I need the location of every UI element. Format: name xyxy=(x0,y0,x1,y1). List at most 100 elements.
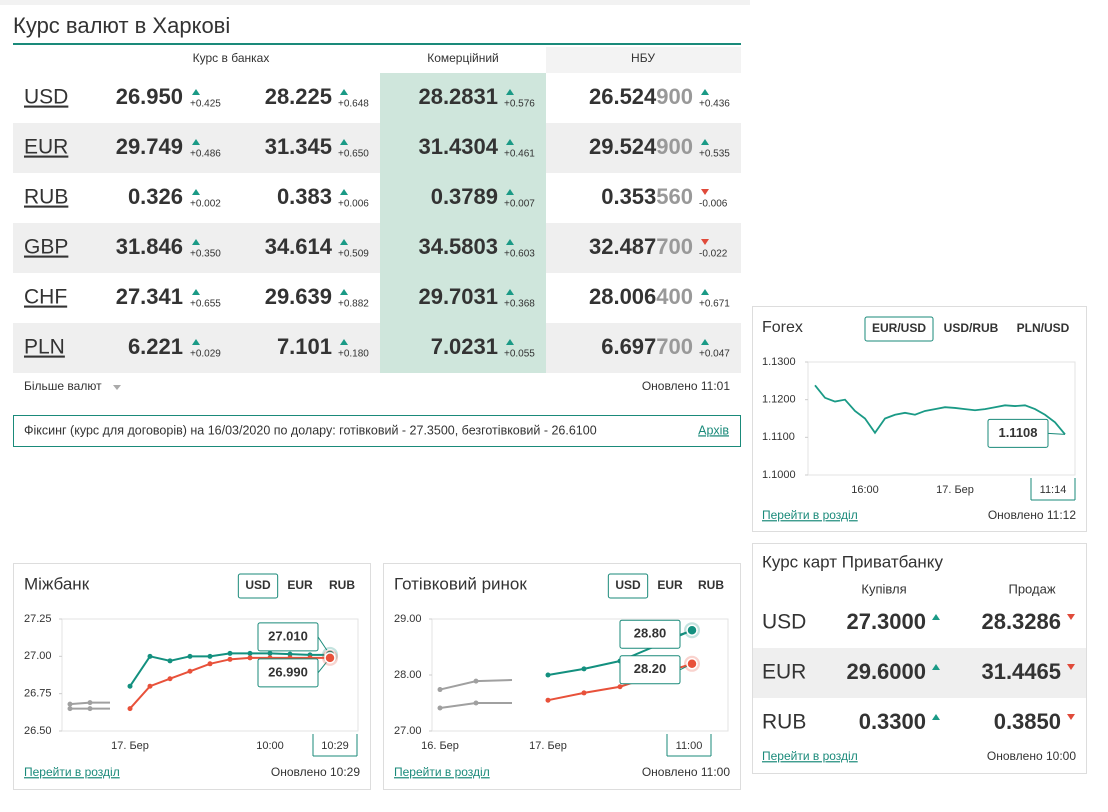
rate-change: +0.368 xyxy=(504,299,535,310)
tab-active-box xyxy=(607,573,649,599)
value-label: 26.990 xyxy=(268,664,308,679)
x-tick-label: 16:00 xyxy=(851,484,879,496)
rate-change: +0.882 xyxy=(338,299,369,310)
change-arrow xyxy=(701,89,709,95)
section-link[interactable]: Перейти в розділ xyxy=(762,508,858,522)
rate-change: +0.047 xyxy=(699,349,730,360)
forex-panel xyxy=(752,306,1087,532)
panel-title: Готівковий ринок xyxy=(394,574,527,593)
trend-arrow xyxy=(932,714,940,720)
column-header: НБУ xyxy=(631,51,655,65)
row-bg xyxy=(13,323,741,373)
currency-code[interactable]: RUB xyxy=(24,186,68,209)
section-link[interactable]: Перейти в розділ xyxy=(394,765,490,779)
currency-code[interactable]: USD xyxy=(24,86,68,109)
y-tick-label: 26.75 xyxy=(24,688,52,700)
section-link[interactable]: Перейти в розділ xyxy=(762,749,858,763)
tab[interactable]: PLN/USD xyxy=(1017,321,1070,335)
rate-value: 7.101 xyxy=(277,334,332,359)
more-currencies[interactable]: Більше валют xyxy=(24,379,102,393)
data-point xyxy=(287,651,293,657)
tab[interactable]: EUR xyxy=(657,578,683,592)
row-bg xyxy=(753,648,1086,698)
x-tick-label: 17. Бер xyxy=(529,740,567,752)
last-point xyxy=(686,624,698,636)
nbu-rate-extra: 900 xyxy=(656,84,693,109)
tab-active-box xyxy=(237,573,279,599)
trend-arrow xyxy=(932,664,940,670)
rate-value: 28.2831 xyxy=(418,84,498,109)
fixing-text: Фіксинг (курс для договорів) на 16/03/20… xyxy=(24,423,597,437)
x-tick-label: 17. Бер xyxy=(111,740,149,752)
rate-change: -0.006 xyxy=(699,199,728,210)
row-bg xyxy=(13,223,741,273)
value-label-box xyxy=(987,418,1049,448)
column-header: Купівля xyxy=(861,581,906,596)
value-label-box xyxy=(257,622,319,652)
fixing-box xyxy=(13,415,741,447)
value-label: 27.010 xyxy=(268,628,308,643)
nbu-rate: 28.006400 xyxy=(589,284,693,309)
rate-value: 34.5803 xyxy=(418,234,498,259)
currency-code[interactable]: PLN xyxy=(24,336,65,359)
tab[interactable]: USD/RUB xyxy=(944,321,999,335)
nbu-rate-main: 26.524 xyxy=(589,84,657,109)
tab[interactable]: RUB xyxy=(329,578,355,592)
nbu-rate-extra: 560 xyxy=(656,184,693,209)
currency-code[interactable]: EUR xyxy=(24,136,68,159)
nbu-rate-main: 32.487 xyxy=(589,234,656,259)
change-arrow xyxy=(506,289,514,295)
rate-value: 26.950 xyxy=(116,84,183,109)
panel-title: Міжбанк xyxy=(24,574,90,593)
archive-link[interactable]: Архів xyxy=(698,423,729,437)
rate-value: 0.326 xyxy=(128,184,183,209)
tab[interactable]: EUR/USD xyxy=(872,321,926,335)
y-tick-label: 29.00 xyxy=(394,613,422,625)
current-time: 11:14 xyxy=(1040,484,1067,496)
y-tick-label: 26.50 xyxy=(24,725,52,737)
tab[interactable]: RUB xyxy=(698,578,724,592)
series-line xyxy=(814,384,1066,435)
tab[interactable]: USD xyxy=(615,578,641,592)
change-arrow xyxy=(340,89,348,95)
section-link[interactable]: Перейти в розділ xyxy=(24,765,120,779)
rate-change: +0.603 xyxy=(504,249,535,260)
value-label-box xyxy=(257,658,319,688)
data-point xyxy=(127,706,133,712)
data-point xyxy=(581,690,587,696)
y-tick-label: 28.00 xyxy=(394,669,422,681)
currency-code[interactable]: CHF xyxy=(24,286,67,309)
nbu-rate: 0.353560 xyxy=(601,184,693,209)
card-rate: 31.4465 xyxy=(981,659,1061,684)
data-point xyxy=(581,666,587,672)
rate-change: +0.350 xyxy=(190,249,221,260)
data-point xyxy=(187,668,193,674)
rate-value: 29.749 xyxy=(116,134,183,159)
change-arrow xyxy=(192,339,200,345)
panel-updated: Оновлено 10:29 xyxy=(271,765,360,779)
nbu-rate: 6.697700 xyxy=(601,334,693,359)
commercial-bg xyxy=(380,73,546,373)
change-arrow xyxy=(340,139,348,145)
rate-change: +0.002 xyxy=(190,199,221,210)
nbu-rate-main: 6.697 xyxy=(601,334,656,359)
currency-code[interactable]: GBP xyxy=(24,236,68,259)
rate-value: 27.341 xyxy=(116,284,183,309)
data-point xyxy=(545,672,551,678)
card-rate: 27.3000 xyxy=(846,609,926,634)
tab[interactable]: EUR xyxy=(287,578,313,592)
change-arrow xyxy=(506,139,514,145)
nbu-rate-extra: 700 xyxy=(656,234,693,259)
tab[interactable]: USD xyxy=(245,578,271,592)
rates-updated: Оновлено 11:01 xyxy=(642,379,731,393)
change-arrow xyxy=(340,189,348,195)
data-point xyxy=(127,683,133,689)
card-rate: 28.3286 xyxy=(981,609,1061,634)
rate-value: 31.345 xyxy=(265,134,332,159)
privat-panel xyxy=(752,543,1087,774)
label-connector xyxy=(1047,432,1066,435)
data-point xyxy=(437,705,443,711)
rate-change: +0.576 xyxy=(504,99,535,110)
nbu-rate: 29.524900 xyxy=(589,134,693,159)
rate-change: +0.509 xyxy=(338,249,369,260)
